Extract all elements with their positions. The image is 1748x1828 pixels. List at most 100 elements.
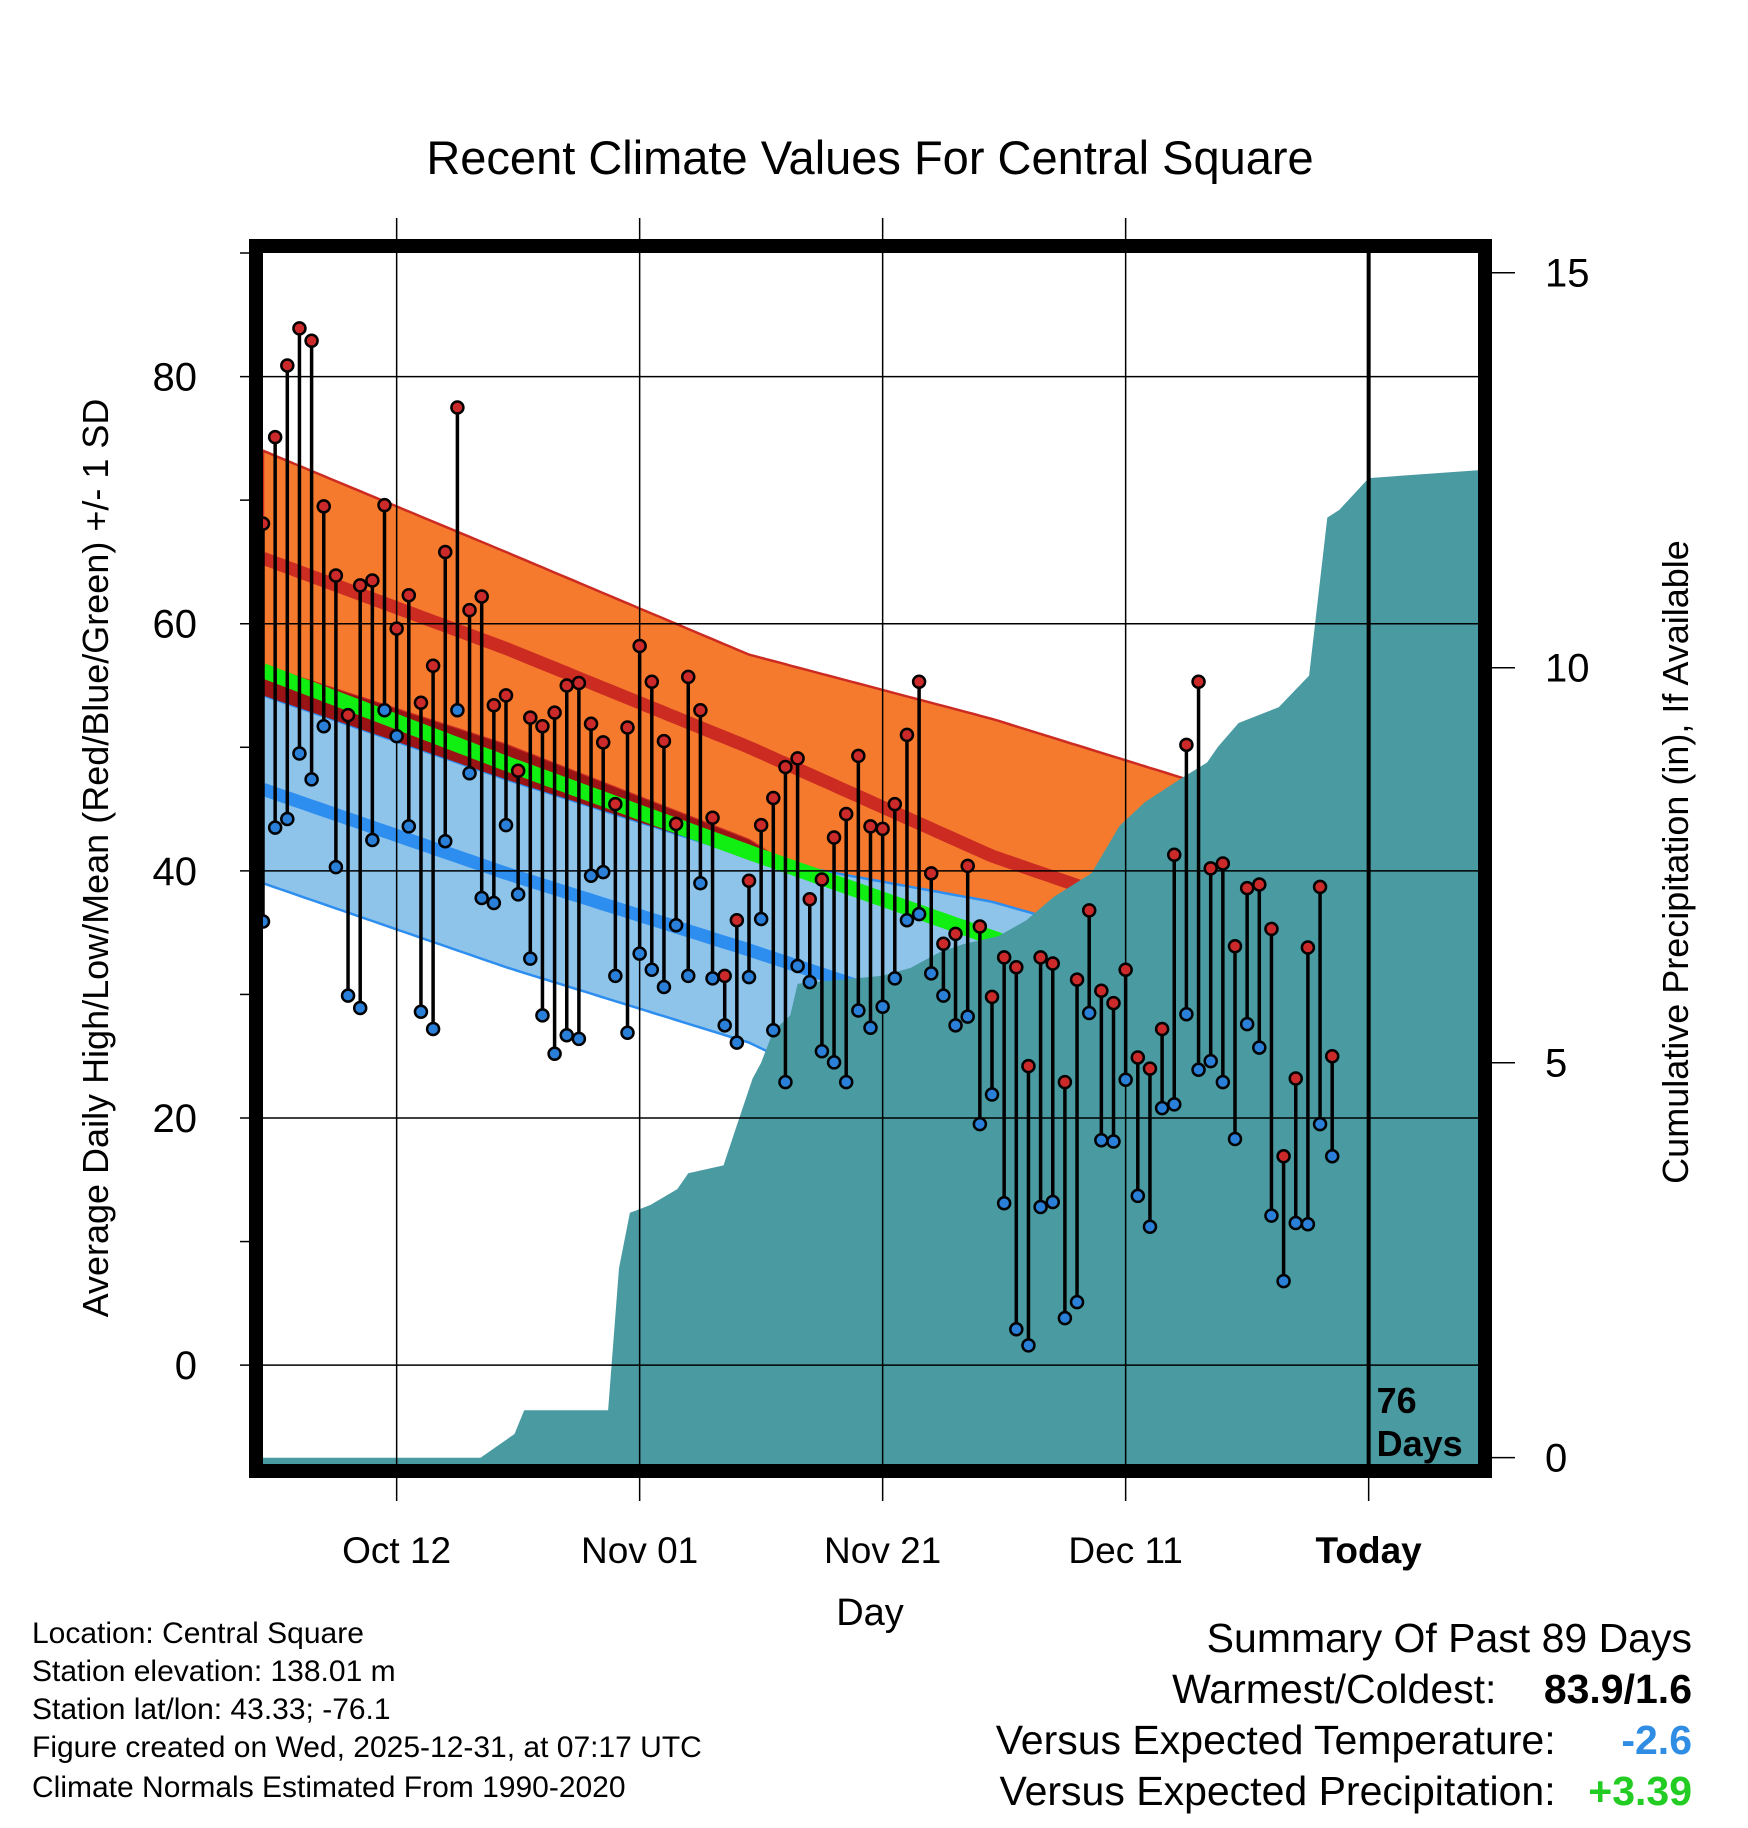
daily-low-point <box>595 864 611 880</box>
daily-high-point <box>462 602 477 618</box>
daily-high-point <box>632 638 647 654</box>
daily-high-point <box>753 817 769 833</box>
summary-precip-value: +3.39 <box>1588 1768 1692 1814</box>
daily-high-point <box>911 674 927 690</box>
daily-high-point <box>984 989 1000 1005</box>
x-tick-label: Nov 21 <box>824 1530 941 1571</box>
daily-high-point <box>790 751 805 766</box>
y-tick-label: 0 <box>175 1344 197 1388</box>
y2-tick-label: 0 <box>1545 1437 1567 1481</box>
daily-high-point <box>316 499 331 514</box>
daily-low-point <box>401 819 417 834</box>
daily-low-point <box>438 833 453 849</box>
daily-high-point <box>1264 921 1279 937</box>
daily-low-point <box>802 974 817 990</box>
daily-high-point <box>486 698 502 713</box>
summary-warmest-label: Warmest/Coldest: <box>1172 1666 1497 1712</box>
y2-tick-label: 15 <box>1545 252 1590 296</box>
daily-low-point <box>729 1035 745 1050</box>
daily-low-point <box>547 1046 562 1061</box>
daily-low-point <box>1021 1338 1036 1353</box>
daily-low-point <box>377 702 392 718</box>
y-tick-label: 40 <box>153 850 198 894</box>
daily-low-point <box>996 1196 1012 1211</box>
daily-low-point <box>1227 1131 1243 1147</box>
daily-high-point <box>1130 1050 1146 1065</box>
daily-low-point <box>766 1023 781 1038</box>
daily-high-point <box>1288 1071 1303 1086</box>
daily-low-point <box>340 988 356 1003</box>
daily-high-point <box>802 892 817 907</box>
daily-high-point <box>717 968 732 984</box>
daily-high-point <box>668 816 684 832</box>
daily-low-point <box>851 1003 866 1018</box>
y-tick-label: 80 <box>153 356 198 400</box>
daily-high-point <box>1094 983 1109 998</box>
daily-high-point <box>899 727 915 743</box>
daily-low-point <box>608 968 623 984</box>
summary-warmest-value: 83.9/1.6 <box>1543 1666 1692 1712</box>
daily-high-point <box>1154 1021 1170 1037</box>
precip-area <box>263 470 1478 1464</box>
daily-low-point <box>1142 1219 1158 1234</box>
daily-low-point <box>583 868 599 884</box>
daily-low-point <box>292 746 307 761</box>
daily-low-point <box>486 895 502 911</box>
daily-high-point <box>498 688 514 703</box>
daily-high-point <box>693 702 708 718</box>
daily-low-point <box>1081 1005 1097 1021</box>
daily-high-point <box>340 707 356 723</box>
x-tick-label: Oct 12 <box>342 1530 451 1571</box>
daily-low-point <box>535 1008 550 1023</box>
daily-low-point <box>875 999 890 1015</box>
daily-low-point <box>510 887 526 902</box>
daily-low-point <box>668 917 684 933</box>
daily-high-point <box>438 544 453 560</box>
daily-low-point <box>838 1074 854 1090</box>
daily-low-point <box>960 1009 975 1024</box>
daily-low-point <box>1239 1016 1255 1032</box>
daily-low-point <box>1130 1188 1146 1204</box>
daily-high-point <box>304 333 319 348</box>
daily-high-point <box>1179 737 1194 753</box>
daily-low-point <box>984 1087 1000 1102</box>
daily-high-point <box>474 589 489 604</box>
daily-high-point <box>620 720 635 735</box>
daily-low-point <box>328 859 344 875</box>
footer-created: Figure created on Wed, 2025-12-31, at 07… <box>32 1731 702 1764</box>
y-tick-label: 20 <box>153 1097 198 1141</box>
daily-low-point <box>1057 1310 1073 1326</box>
daily-high-point <box>863 819 878 834</box>
daily-high-point <box>948 926 963 942</box>
daily-low-point <box>1264 1208 1279 1223</box>
daily-high-point <box>292 321 307 336</box>
daily-low-point <box>899 913 915 928</box>
daily-high-point <box>936 936 951 952</box>
daily-low-point <box>620 1025 635 1040</box>
daily-high-point <box>729 913 745 928</box>
y-tick-label: 60 <box>153 603 198 647</box>
daily-high-point <box>1009 959 1024 975</box>
footer-latlon: Station lat/lon: 43.33; -76.1 <box>32 1693 391 1726</box>
footer-normals: Climate Normals Estimated From 1990-2020 <box>32 1771 626 1804</box>
daily-high-point <box>1021 1058 1036 1074</box>
daily-high-point <box>267 429 283 445</box>
daily-high-point <box>583 716 599 732</box>
daily-low-point <box>474 890 489 906</box>
daily-high-point <box>838 806 854 822</box>
daily-high-point <box>1191 674 1206 690</box>
summary-precip-label: Versus Expected Precipitation: <box>999 1768 1556 1814</box>
daily-high-point <box>1227 938 1243 954</box>
daily-high-point <box>972 919 988 934</box>
daily-low-point <box>316 719 331 734</box>
daily-high-point <box>425 658 441 673</box>
daily-low-point <box>1033 1199 1048 1215</box>
daily-high-point <box>523 710 538 725</box>
daily-low-point <box>1288 1215 1303 1231</box>
daily-high-point <box>1045 956 1060 971</box>
plot-frame <box>249 239 1492 1478</box>
summary-heading: Summary Of Past 89 Days <box>1206 1615 1692 1661</box>
daily-high-point <box>741 873 757 888</box>
x-tick-label: Today <box>1316 1530 1423 1571</box>
